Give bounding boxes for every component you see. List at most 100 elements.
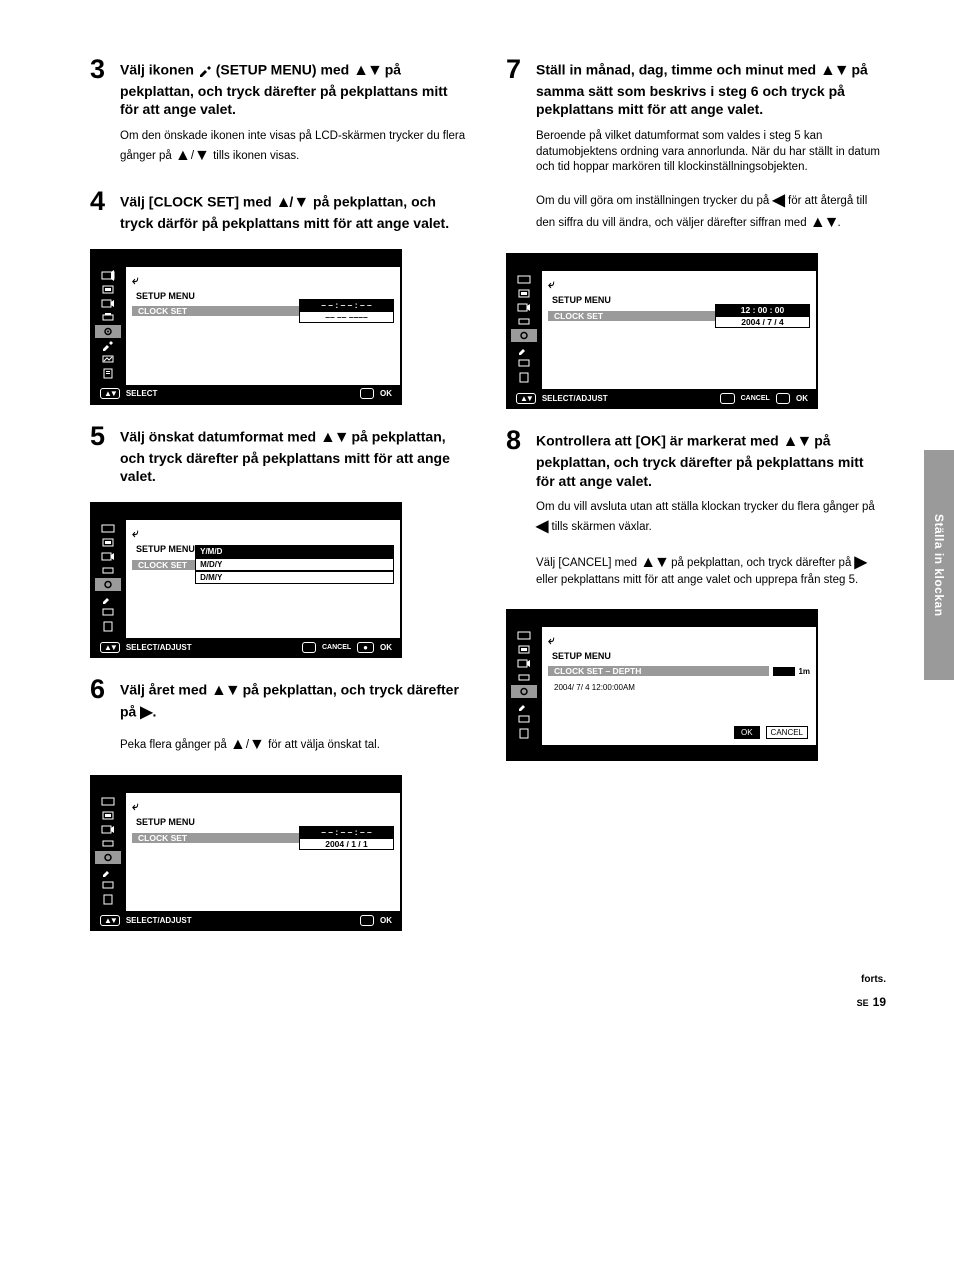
lcd-step8: ⤶ SETUP MENU CLOCK SET – DEPTH 1m 2004/ … <box>506 609 818 761</box>
opt-ymd: Y/M/D <box>195 545 394 558</box>
menu-item-clockset-depth: CLOCK SET – DEPTH <box>548 666 769 676</box>
up-down-arrows-icon: ▲▼ <box>320 429 348 446</box>
playback-icon <box>511 643 537 656</box>
display-icon <box>95 879 121 892</box>
menu-value-time: 12 : 00 : 00 <box>715 304 810 316</box>
lcd-step4: ⤶ SETUP MENU CLOCK SET – – : – – : – – –… <box>90 249 402 405</box>
bottom-cancel-button <box>302 642 316 653</box>
step-number: 6 <box>90 676 110 703</box>
step3-note: Om den önskade ikonen inte visas på LCD-… <box>120 129 470 166</box>
return-icon: ⤶ <box>548 633 555 648</box>
section-tab: Ställa in klockan <box>924 450 954 680</box>
return-icon: ⤶ <box>132 526 139 541</box>
step7-note: Beroende på vilket datumformat som valde… <box>536 129 886 176</box>
bottom-ok-button <box>360 388 374 399</box>
camera-mode-icon <box>95 795 121 808</box>
card-icon <box>511 727 537 740</box>
bottom-ok-label: OK <box>380 916 392 925</box>
up-down-arrows-icon: ▲▼ <box>211 682 239 699</box>
bottom-cancel-label: CANCEL <box>741 395 770 402</box>
card-icon <box>95 893 121 906</box>
menu-item-clockset: CLOCK SET <box>132 833 299 843</box>
bottom-ok-button <box>360 915 374 926</box>
playback-icon <box>511 287 537 300</box>
playback-icon <box>95 536 121 549</box>
playback-icon <box>95 809 121 822</box>
menu-item-clockset: CLOCK SET <box>132 560 195 570</box>
nav-arrows-icon: ▲▼ <box>100 642 120 653</box>
step5-text: Välj önskat datumformat med ▲▼ på pekpla… <box>120 423 470 486</box>
setup-icon <box>511 685 537 698</box>
return-icon: ⤶ <box>132 273 139 288</box>
step8-note: Om du vill avsluta utan att ställa klock… <box>536 500 886 537</box>
camera-mode-icon <box>511 629 537 642</box>
card-icon <box>95 620 121 633</box>
playback-icon <box>95 283 121 296</box>
print-icon <box>95 837 121 850</box>
bottom-select-label: SELECT/ADJUST <box>126 643 192 652</box>
menu-value-date: 2004 / 7 / 4 <box>715 316 810 328</box>
step8-note2: Välj [CANCEL] med ▲▼ på pekplattan, och … <box>536 552 886 589</box>
menu-title: SETUP MENU <box>552 651 810 661</box>
cancel-pill: CANCEL <box>766 726 808 739</box>
tool-icon <box>511 343 537 356</box>
step-number: 4 <box>90 188 110 215</box>
print-icon <box>511 315 537 328</box>
bottom-cancel-button <box>720 393 734 404</box>
lcd-step6: ⤶ SETUP MENU CLOCK SET – – : – – : – – 2… <box>90 775 402 931</box>
left-arrow-icon: ◀ <box>773 192 785 209</box>
up-arrow-icon: ▲ <box>230 736 246 753</box>
print-icon <box>511 671 537 684</box>
nav-arrows-icon: ▲▼ <box>100 388 120 399</box>
up-down-arrows-icon: ▲▼ <box>640 554 668 571</box>
depth-value: 1m <box>798 667 810 676</box>
lcd-icon-sidebar <box>508 271 540 389</box>
right-arrow-icon: ▶ <box>140 704 152 721</box>
lcd-icon-sidebar <box>92 520 124 638</box>
up-down-arrows-icon: ▲▼ <box>353 62 381 79</box>
tool-icon <box>95 865 121 878</box>
step3-text: Välj ikonen (SETUP MENU) med ▲▼ på pekpl… <box>120 56 470 119</box>
movie-icon <box>95 550 121 563</box>
camera-mode-icon <box>95 522 121 535</box>
menu-item-clockset: CLOCK SET <box>548 311 715 321</box>
tool-icon <box>511 699 537 712</box>
display-icon <box>95 606 121 619</box>
lcd-icon-sidebar <box>92 793 124 911</box>
opt-mdy: M/D/Y <box>195 558 394 571</box>
display-icon <box>95 353 121 366</box>
page-number: SE19 <box>857 995 886 1009</box>
down-arrow-icon: ▼ <box>293 194 309 211</box>
bottom-ok-button: ● <box>357 642 374 653</box>
setup-icon <box>95 325 121 338</box>
bottom-ok-label: OK <box>796 394 808 403</box>
bottom-select-label: SELECT <box>126 389 158 398</box>
up-down-arrows-icon: ▲▼ <box>783 433 811 450</box>
up-down-arrows-icon: ▲▼ <box>820 62 848 79</box>
datetime-readout: 2004/ 7/ 4 12:00:00AM <box>554 683 810 692</box>
card-icon <box>95 367 121 380</box>
movie-icon <box>95 297 121 310</box>
setup-icon <box>95 578 121 591</box>
return-icon: ⤶ <box>548 277 555 292</box>
menu-value-time: – – : – – : – – <box>299 826 394 838</box>
down-arrow-icon: ▼ <box>249 736 265 753</box>
up-arrow-icon: ▲ <box>175 147 191 164</box>
right-arrow-icon: ▶ <box>855 554 867 571</box>
lcd-icon-sidebar <box>508 627 540 745</box>
lcd-icon-sidebar <box>92 267 124 385</box>
movie-icon <box>511 301 537 314</box>
opt-dmy: D/M/Y <box>195 571 394 584</box>
lcd-step5: ⤶ SETUP MENU CLOCK SET Y/M/D M/D/Y D/M/Y… <box>90 502 402 658</box>
depth-indicator <box>773 667 795 676</box>
movie-icon <box>95 823 121 836</box>
setup-icon <box>95 851 121 864</box>
nav-arrows-icon: ▲▼ <box>516 393 536 404</box>
return-icon: ⤶ <box>132 799 139 814</box>
bottom-select-label: SELECT/ADJUST <box>542 394 608 403</box>
movie-icon <box>511 657 537 670</box>
menu-value-time: – – : – – : – – <box>299 299 394 311</box>
step6-note: Peka flera gånger på ▲/▼ för att välja ö… <box>120 734 470 756</box>
bottom-select-label: SELECT/ADJUST <box>126 916 192 925</box>
down-arrow-icon: ▼ <box>194 147 210 164</box>
